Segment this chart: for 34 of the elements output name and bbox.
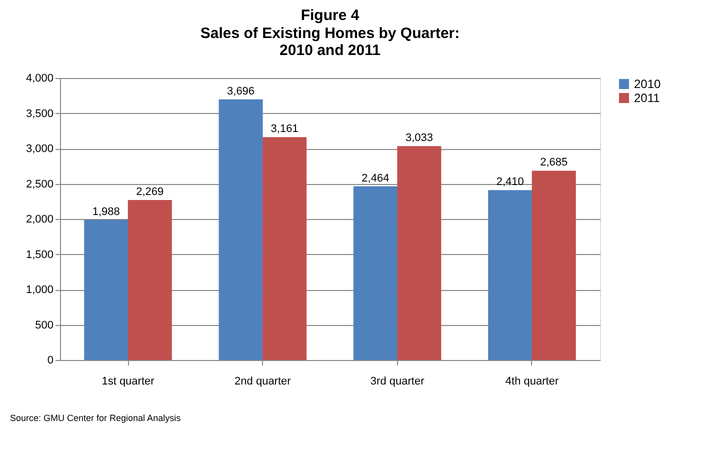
- data-label: 2,410: [496, 176, 524, 188]
- y-tick-label: 3,000: [26, 143, 54, 155]
- chart-title: Figure 4: [300, 7, 360, 24]
- legend-label: 2011: [634, 91, 660, 105]
- bar: [397, 146, 442, 360]
- y-tick-label: 500: [35, 319, 54, 332]
- data-label: 2,685: [540, 156, 568, 169]
- bar: [353, 186, 398, 360]
- x-tick-label: 4th quarter: [505, 376, 559, 388]
- data-label: 2,464: [362, 172, 390, 184]
- x-tick-label: 1st quarter: [102, 376, 155, 388]
- bar: [532, 170, 576, 360]
- y-tick-label: 0: [47, 354, 54, 366]
- bar: [218, 99, 263, 360]
- chart-subtitle: Sales of Existing Homes by Quarter: 2010 and 2011: [200, 25, 460, 59]
- y-tick-label: 1,000: [26, 284, 54, 296]
- data-label: 2,269: [136, 186, 164, 198]
- data-label: 3,696: [227, 85, 255, 98]
- y-tick-label: 1,500: [26, 248, 54, 261]
- legend-label: 2010: [634, 77, 662, 91]
- source-note: Source: GMU Center for Regional Analysis: [10, 413, 182, 423]
- bar: [488, 190, 532, 360]
- bar: [128, 200, 172, 360]
- y-tick-label: 3,500: [26, 108, 54, 120]
- x-tick-label: 3rd quarter: [370, 376, 425, 388]
- y-tick-label: 4,000: [26, 72, 54, 84]
- y-tick-label: 2,500: [26, 178, 54, 190]
- data-label: 3,033: [405, 132, 433, 144]
- bar: [262, 137, 307, 360]
- y-tick-label: 2,000: [26, 214, 54, 226]
- bar: [84, 220, 128, 360]
- data-label: 1,988: [92, 206, 120, 218]
- data-label: 3,161: [270, 123, 298, 136]
- x-tick-label: 2nd quarter: [234, 376, 292, 388]
